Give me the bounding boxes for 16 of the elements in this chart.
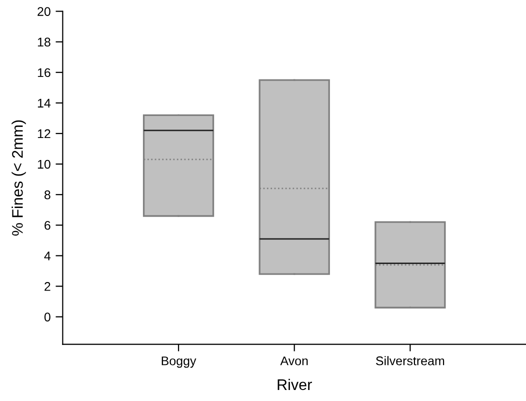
y-tick-label: 14	[38, 98, 51, 108]
y-tick-label: 10	[38, 160, 50, 169]
y-tick-label: 8	[44, 190, 50, 200]
y-tick-label: 6	[44, 220, 50, 230]
y-tick-label: 12	[38, 129, 50, 138]
x-axis-title: River	[278, 378, 312, 390]
y-tick-label: 0	[44, 312, 50, 322]
x-tick-label: Avon	[280, 356, 308, 366]
y-tick-label: 20	[38, 7, 50, 16]
y-tick-label: 16	[38, 68, 50, 78]
y-tick-label: 4	[44, 252, 51, 260]
x-tick-label: Silverstream	[376, 356, 444, 366]
y-tick-label: 2	[44, 282, 50, 291]
x-tick-label: Boggy	[162, 356, 196, 368]
y-axis-title: % Fines (< 2mm)	[12, 120, 26, 236]
y-tick-label: 18	[38, 38, 50, 47]
